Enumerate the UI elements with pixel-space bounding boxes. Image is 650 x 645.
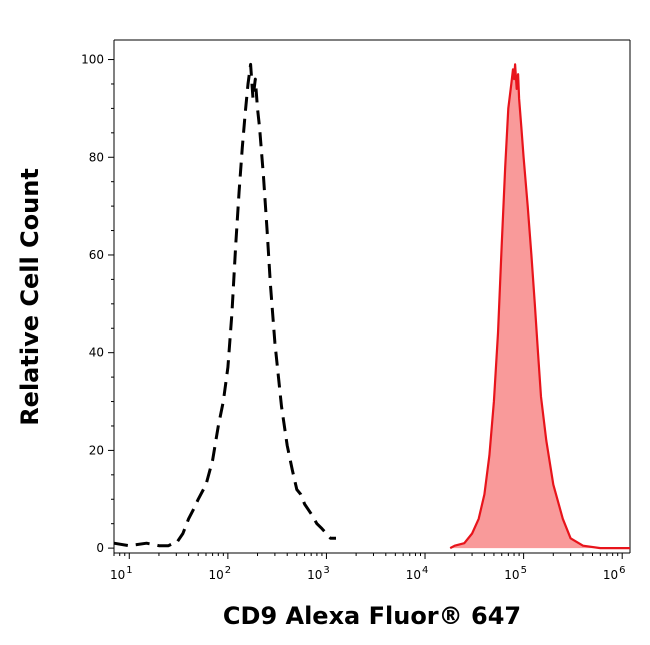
y-tick-label: 60 bbox=[89, 248, 104, 262]
x-tick-exponent: 5 bbox=[521, 565, 527, 576]
y-tick-label: 40 bbox=[89, 346, 104, 360]
x-axis-ticks: 101 102 103 104 105 106 bbox=[110, 553, 626, 582]
x-tick-label: 105 bbox=[504, 565, 527, 582]
x-axis-title: CD9 Alexa Fluor® 647 bbox=[223, 602, 521, 630]
x-tick-exponent: 2 bbox=[225, 565, 231, 576]
x-tick-exponent: 6 bbox=[619, 565, 625, 576]
y-axis-title: Relative Cell Count bbox=[16, 168, 44, 426]
series-1-outline bbox=[449, 63, 630, 550]
x-tick-label: 101 bbox=[110, 565, 133, 582]
plot-area: 101 102 103 104 105 106 0 20 40 60 80 100 bbox=[81, 39, 631, 582]
y-tick-label: 0 bbox=[96, 541, 104, 555]
series-1-area bbox=[450, 64, 630, 549]
x-tick-exponent: 3 bbox=[323, 565, 329, 576]
x-tick-exponent: 4 bbox=[422, 565, 428, 576]
x-tick-exponent: 1 bbox=[126, 565, 132, 576]
x-tick-label: 103 bbox=[307, 565, 330, 582]
series-0-line bbox=[113, 62, 336, 548]
y-tick-label: 100 bbox=[81, 53, 104, 67]
x-tick-label: 106 bbox=[603, 565, 626, 582]
y-axis-ticks: 0 20 40 60 80 100 bbox=[81, 53, 114, 555]
x-tick-label: 102 bbox=[209, 565, 232, 582]
series-layer bbox=[113, 62, 630, 550]
y-tick-label: 80 bbox=[89, 150, 104, 164]
y-tick-label: 20 bbox=[89, 443, 104, 457]
x-tick-label: 104 bbox=[406, 565, 429, 582]
